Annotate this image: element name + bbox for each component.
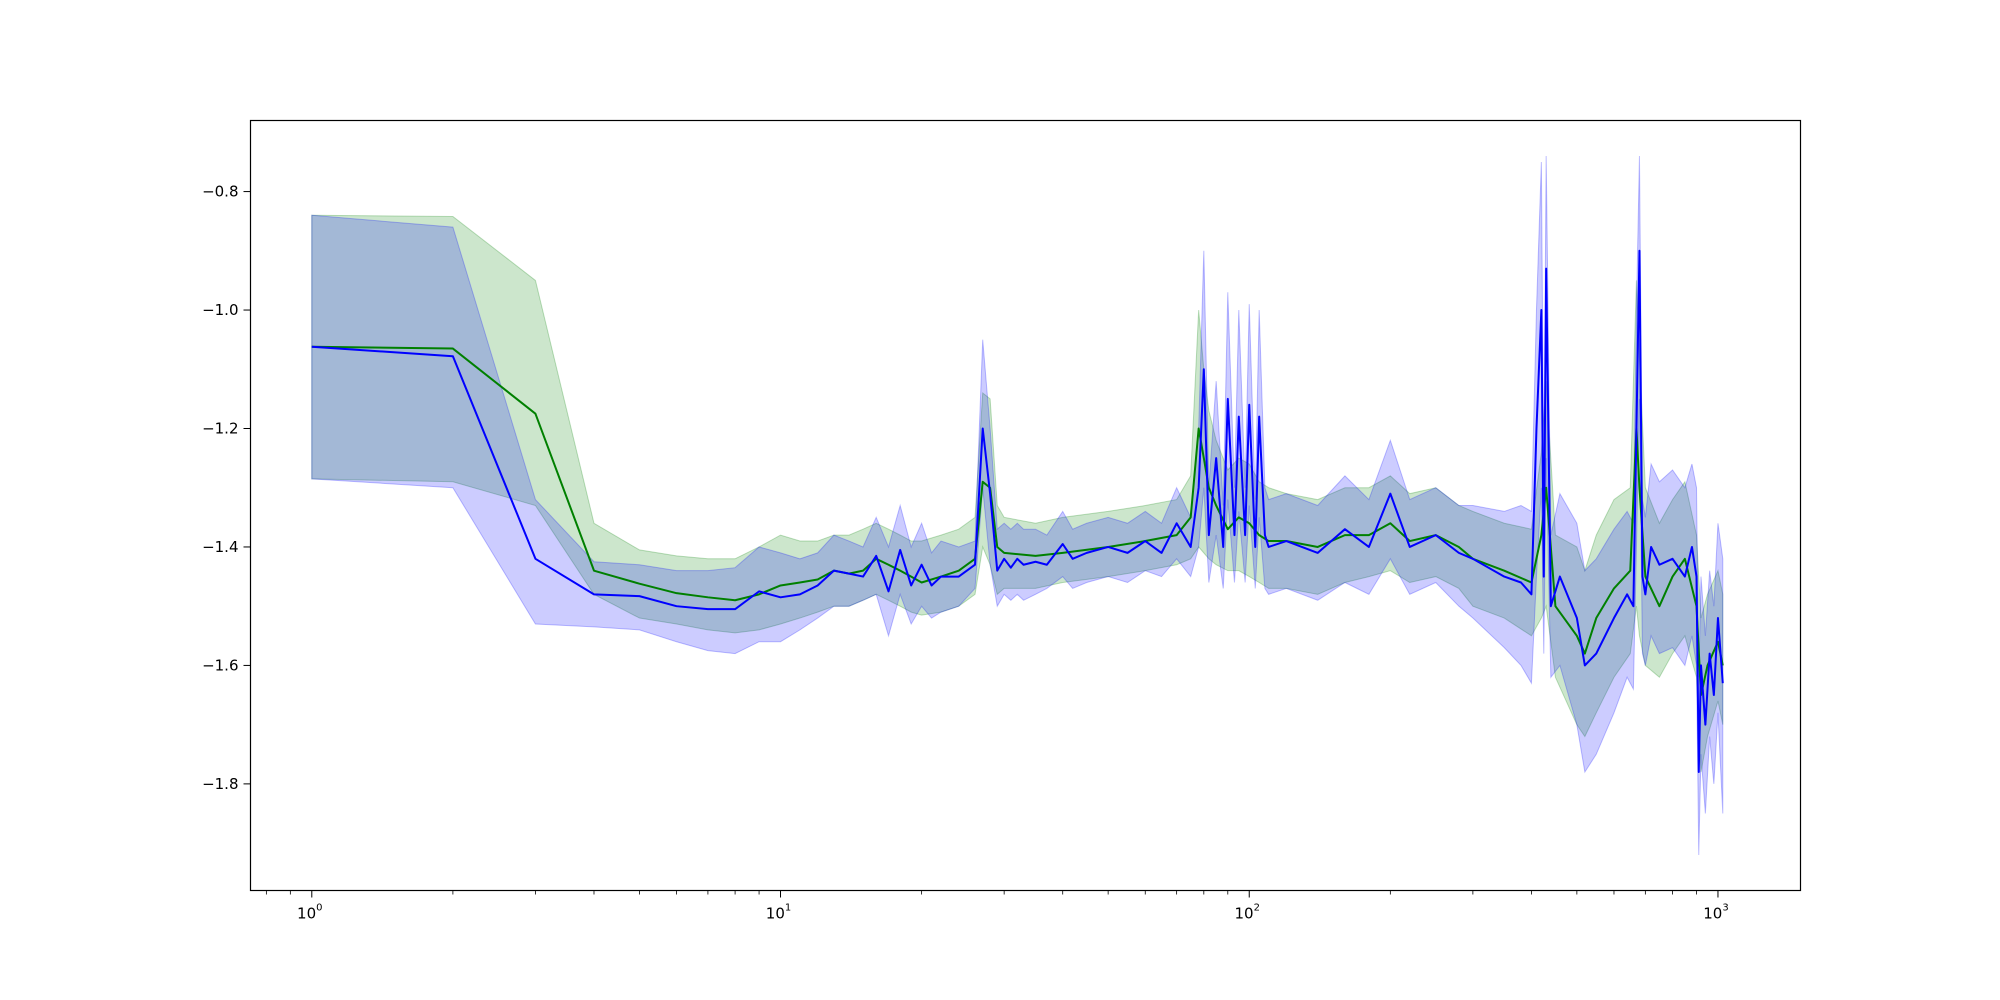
- y-tick-label: −1.4: [202, 538, 238, 556]
- series-lines: [311, 249, 1724, 774]
- confidence-bands: [311, 156, 1724, 855]
- series-2-band: [311, 156, 1724, 855]
- y-tick-label: −0.8: [202, 183, 238, 201]
- x-axis-ticks: 100 101 102 103: [265, 890, 1729, 923]
- y-tick-label: −1.8: [202, 775, 238, 793]
- x-tick-label: 101: [766, 903, 791, 923]
- series-2-line: [311, 249, 1724, 774]
- y-tick-label: −1.6: [202, 656, 238, 674]
- series-1-band: [311, 214, 1724, 773]
- plot-area-frame: [249, 119, 1802, 892]
- x-tick-label: 102: [1235, 903, 1260, 923]
- y-axis-ticks: −0.8 −1.0 −1.2 −1.4 −1.6 −1.8: [202, 183, 251, 793]
- y-tick-label: −1.2: [202, 420, 238, 438]
- y-tick-label: −1.0: [202, 301, 238, 319]
